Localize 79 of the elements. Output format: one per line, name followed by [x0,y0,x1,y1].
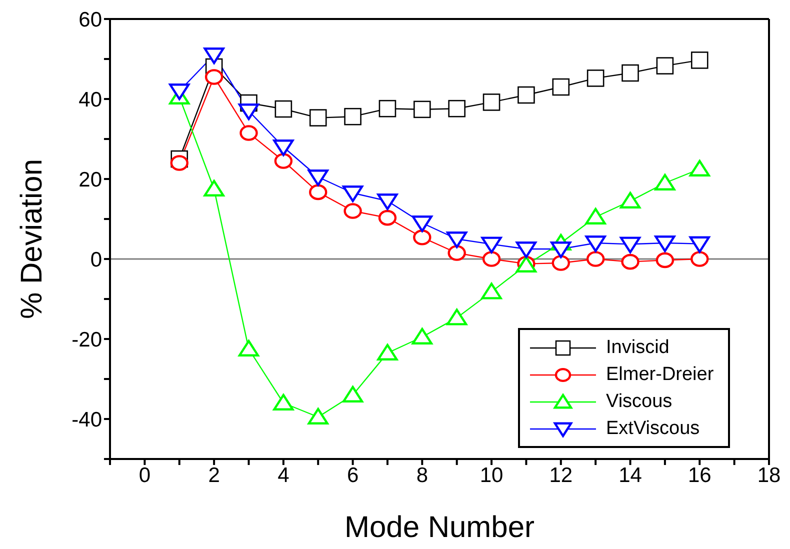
x-tick-label: 14 [618,464,642,487]
point [689,160,710,176]
y-axis-title: % Deviation [16,158,48,320]
point [412,328,432,344]
point [585,208,606,224]
point [552,255,570,271]
point [273,140,294,156]
x-tick-label: 6 [346,464,359,487]
x-tick-label: 0 [138,464,151,487]
point [656,57,674,74]
y-tick-label: 60 [78,8,102,32]
point [482,94,500,111]
point [308,170,328,186]
point [344,203,362,219]
point [308,408,328,424]
x-tick-label: 2 [208,464,220,487]
point [377,194,398,210]
legend-label: Elmer-Dreier [606,364,714,386]
point [414,100,431,118]
point [552,78,570,96]
point [518,86,535,104]
point [342,386,364,402]
point [274,153,293,169]
y-tick-label: 40 [78,88,102,112]
point [342,186,364,202]
y-tick-label: 0 [90,248,102,272]
point [309,109,327,126]
x-tick-label: 12 [549,464,573,487]
point [622,64,639,82]
x-tick-label: 8 [416,464,428,487]
y-tick-label: -20 [72,328,102,352]
point [482,251,501,267]
point [448,100,466,118]
x-tick-label: 16 [688,464,712,487]
legend-label: Viscous [606,390,672,412]
point [413,230,432,246]
point [274,100,292,118]
y-tick-label: 20 [78,168,102,192]
point [169,84,190,100]
point [309,184,328,200]
point [273,394,294,410]
point [620,192,641,208]
point [516,242,537,258]
point [377,344,398,360]
legend-label: ExtViscous [606,418,700,440]
point [204,69,224,85]
point [378,210,397,226]
point [448,245,466,261]
point [586,251,605,267]
point [238,340,260,356]
point [446,308,468,326]
point [690,52,708,69]
point [654,236,676,252]
point [550,242,572,258]
x-tick-label: 18 [757,464,781,487]
point [378,100,396,118]
x-axis-title: Mode Number [344,511,535,544]
point [446,232,468,248]
point [690,251,709,267]
point [656,252,674,268]
legend-label: Inviscid [606,336,670,358]
point [585,236,606,252]
point [481,236,502,254]
point [170,155,188,171]
point [689,236,710,253]
point [344,108,362,126]
point [654,174,676,190]
x-tick-label: 10 [480,464,504,487]
point [621,254,640,270]
point [204,180,224,196]
point [240,125,258,141]
point [620,236,641,254]
y-tick-label: -40 [72,408,102,432]
x-tick-label: 4 [278,464,290,487]
point [238,104,260,120]
point [586,70,604,87]
point [481,282,502,300]
point [204,48,224,64]
point [412,216,432,232]
